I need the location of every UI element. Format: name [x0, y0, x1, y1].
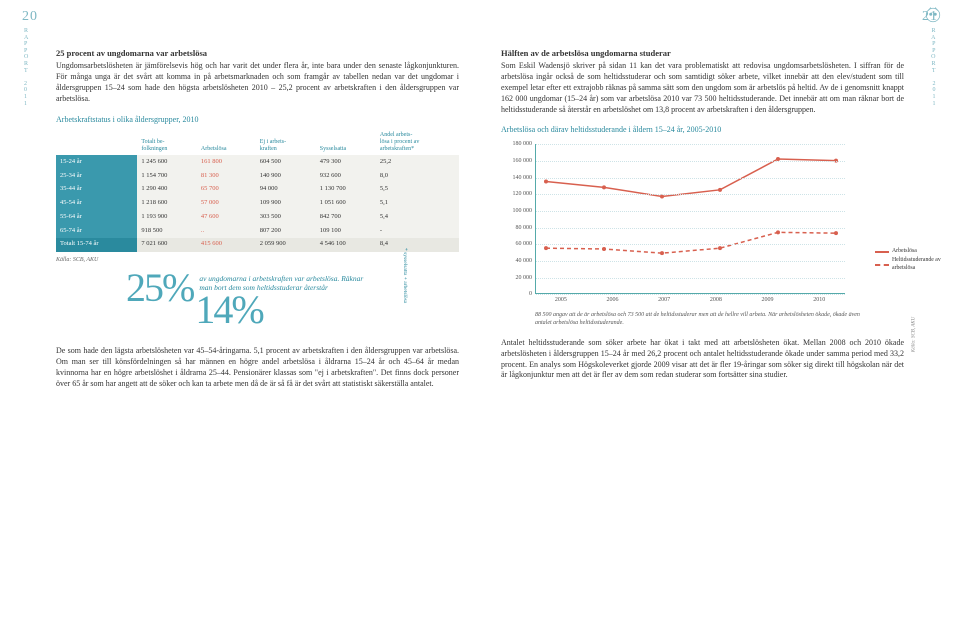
- table-row: 25-34 år1 154 70081 300140 900932 6008,0: [56, 169, 459, 183]
- left-column: 25 procent av ungdomarna var arbetslösa …: [56, 48, 459, 398]
- page-spread: 25 procent av ungdomarna var arbetslösa …: [0, 0, 960, 418]
- right-column: Hälften av de arbetslösa ungdomarna stud…: [501, 48, 904, 398]
- chart-svg: [536, 144, 846, 294]
- table-row: 45-54 år1 218 60057 000109 9001 051 6005…: [56, 197, 459, 211]
- legend-item: Heltidsstuderande av arbetslösa: [875, 257, 960, 272]
- right-heading: Hälften av de arbetslösa ungdomarna stud…: [501, 48, 904, 59]
- th-pop: Totalt be-folkningen: [137, 129, 196, 155]
- big-percent-block: 25% av ungdomarna i arbetskraften var ar…: [56, 270, 459, 329]
- table-row: 35-44 år1 290 40065 70094 0001 130 7005,…: [56, 183, 459, 197]
- table-footnote: * sysselsatta + arbetslösa: [401, 248, 408, 303]
- th-rate: Andel arbets-lösa i procent avarbetskraf…: [376, 129, 459, 155]
- th-empty: [56, 129, 137, 155]
- table-header-row: Totalt be-folkningen Arbetslösa Ej i arb…: [56, 129, 459, 155]
- owl-icon: [924, 6, 942, 24]
- table-row: 65-74 år918 500..807 200109 100-: [56, 224, 459, 238]
- th-unemp: Arbetslösa: [197, 129, 256, 155]
- chart-title: Arbetslösa och därav heltidsstuderande i…: [501, 125, 904, 136]
- left-para-1: Ungdomsarbetslösheten är jämförelsevis h…: [56, 61, 459, 104]
- right-para-2: Antalet heltidsstuderande som söker arbe…: [501, 338, 904, 381]
- right-para-1: Som Eskil Wadensjö skriver på sidan 11 k…: [501, 61, 904, 115]
- line-chart: 020 00040 00060 00080 000100 000120 0001…: [501, 144, 904, 304]
- legend-item: Arbetslösa: [875, 248, 960, 256]
- table-source: Källa: SCB, AKU: [56, 256, 459, 264]
- chart-caption: 88 500 angav att de är arbetslösa och 73…: [535, 312, 865, 328]
- chart-source: Källa: SCB, AKU: [911, 316, 918, 351]
- table-row: 15-24 år1 245 600161 800604 500479 30025…: [56, 155, 459, 169]
- chart-legend: ArbetslösaHeltidsstuderande av arbetslös…: [875, 248, 960, 275]
- rapport-label-left: RAPPORT2011: [24, 28, 29, 107]
- percent-14: 14%: [195, 292, 262, 328]
- th-notin: Ej i arbets-kraften: [256, 129, 316, 155]
- table-row: 55-64 år1 193 90047 600303 500842 7005,4: [56, 210, 459, 224]
- left-para-2: De som hade den lägsta arbetslösheten va…: [56, 346, 459, 389]
- labor-force-table: Totalt be-folkningen Arbetslösa Ej i arb…: [56, 129, 459, 251]
- percent-25: 25%: [126, 270, 193, 306]
- table-title: Arbetskraftstatus i olika åldersgrupper,…: [56, 115, 459, 126]
- page-number-left: 20: [22, 8, 38, 27]
- th-emp: Sysselsatta: [316, 129, 376, 155]
- left-heading: 25 procent av ungdomarna var arbetslösa: [56, 48, 459, 59]
- percent-desc: av ungdomarna i arbetskraften var arbets…: [193, 270, 363, 329]
- table-total-row: Totalt 15-74 år7 021 600415 6002 059 900…: [56, 238, 459, 252]
- rapport-label-right: RAPPORT2011: [931, 28, 936, 107]
